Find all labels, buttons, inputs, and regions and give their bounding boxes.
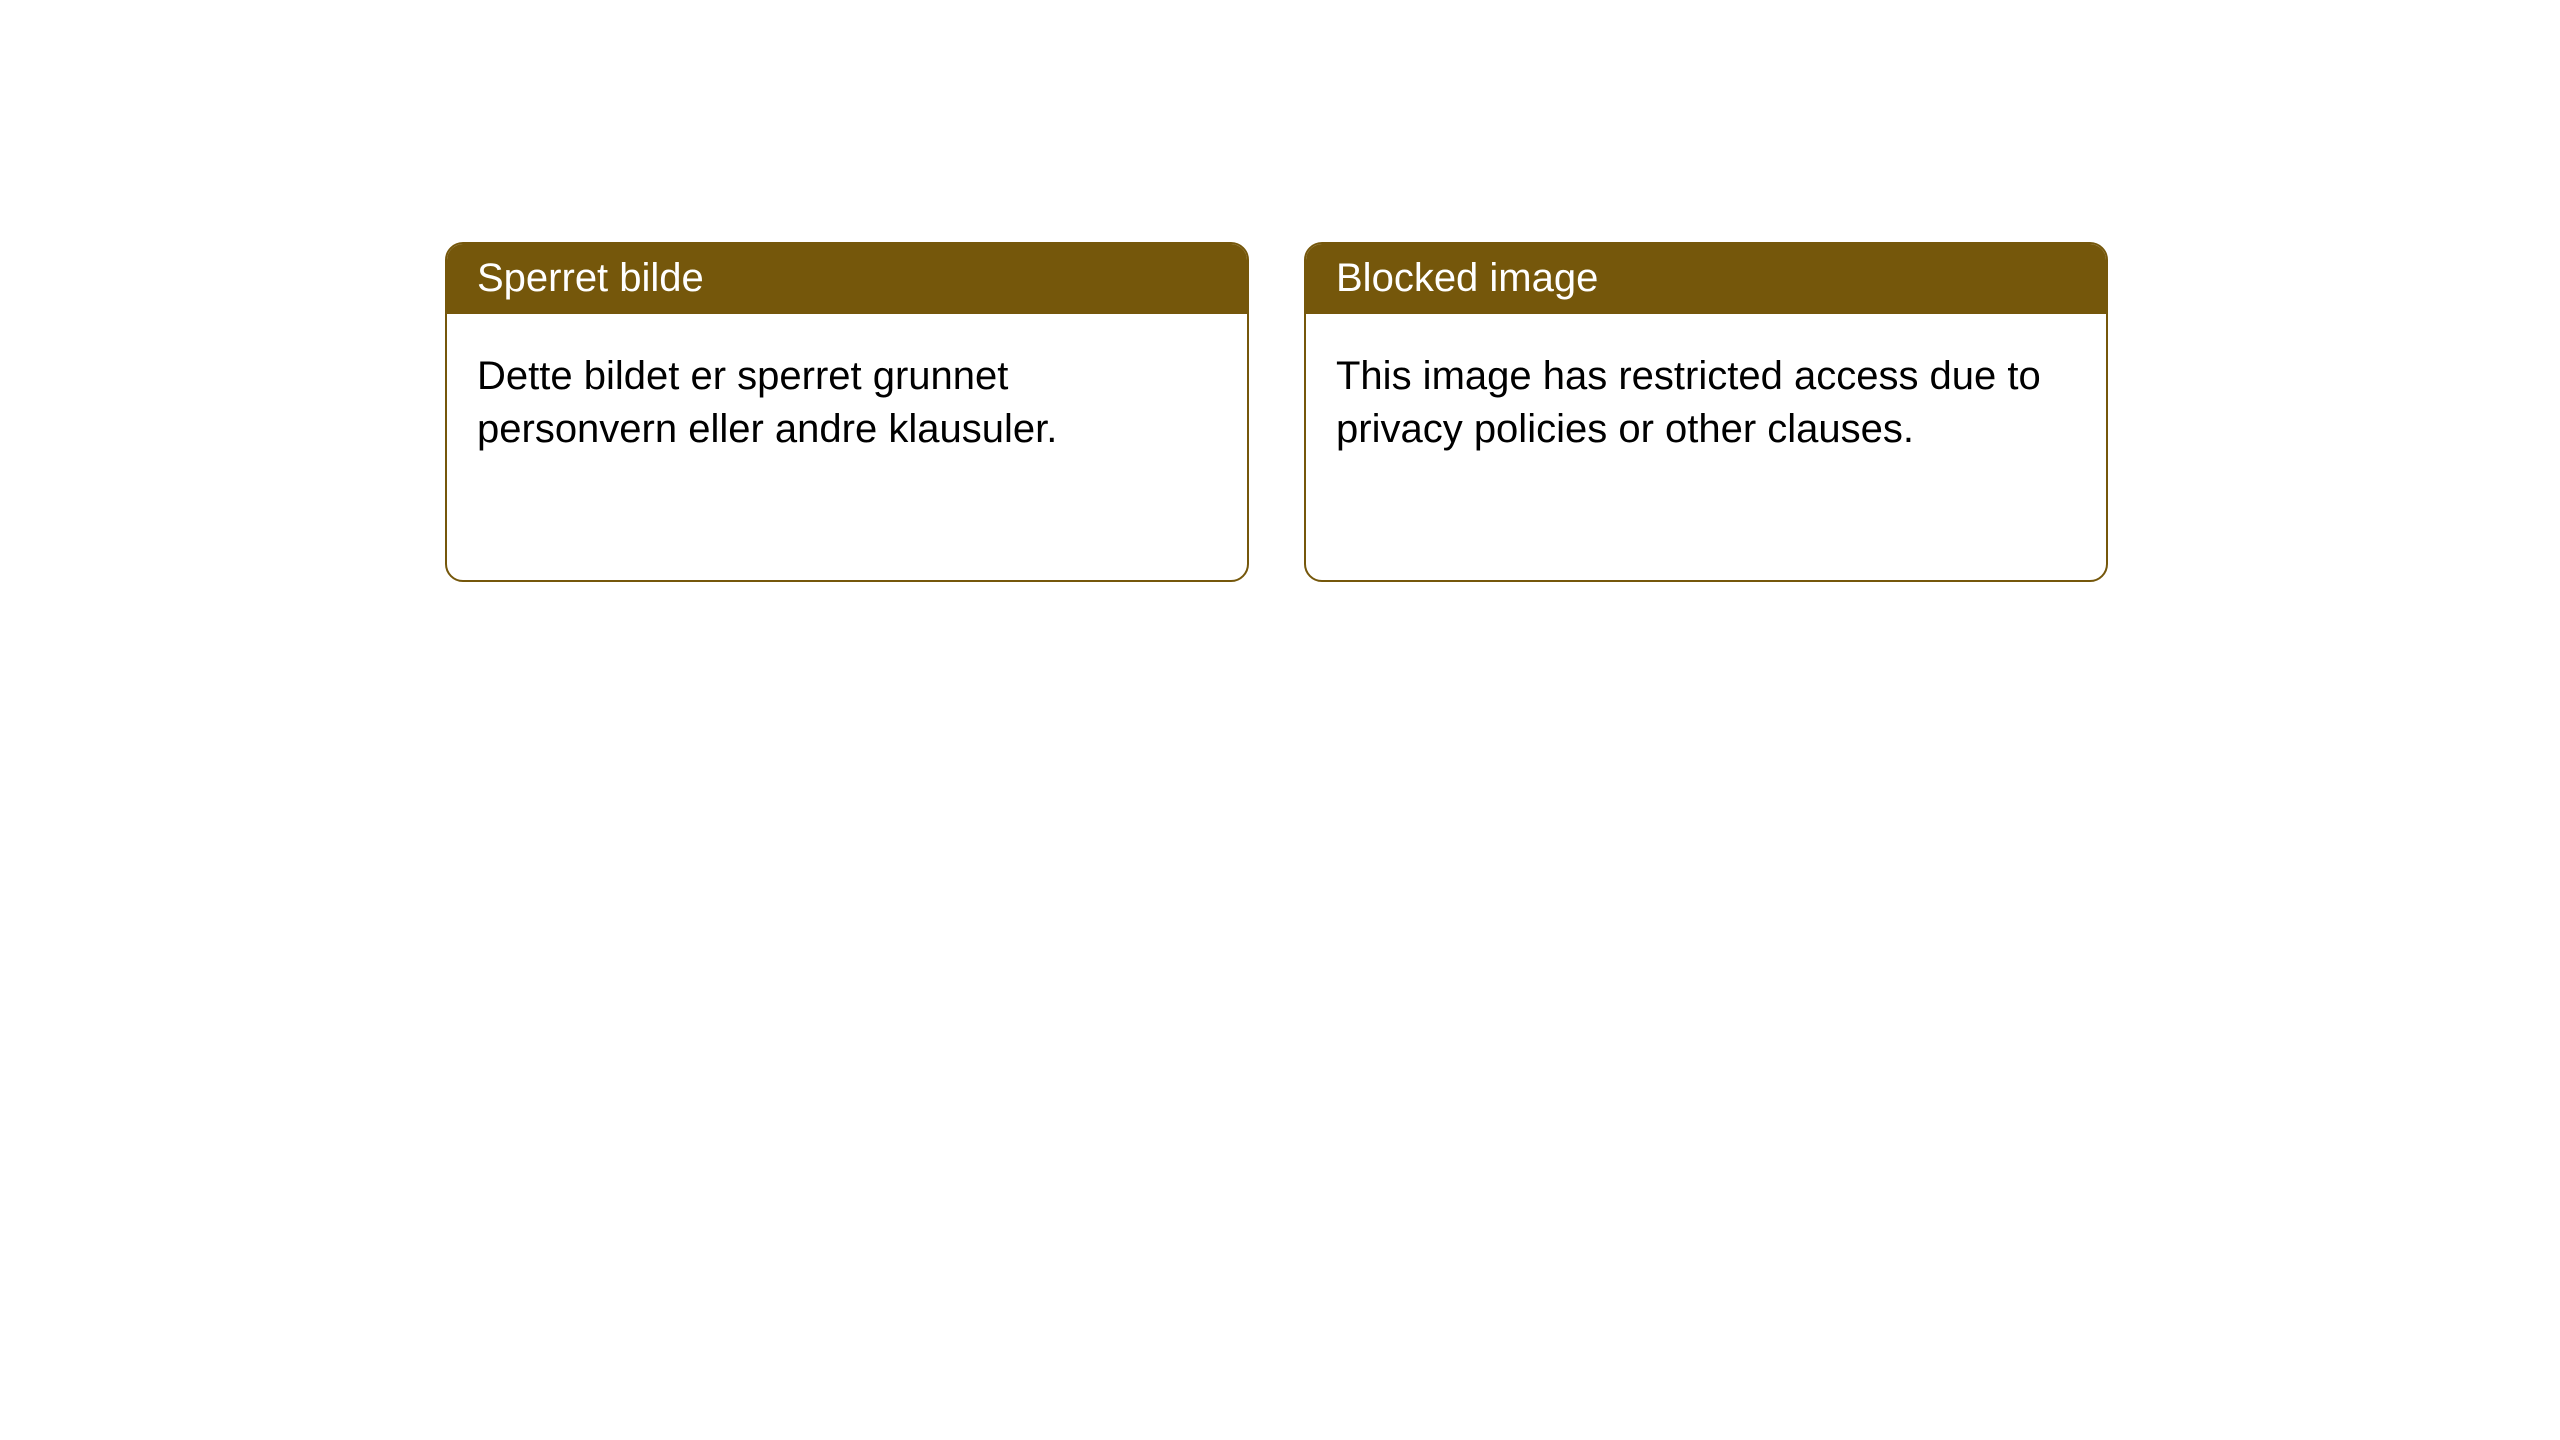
notice-card-norwegian: Sperret bilde Dette bildet er sperret gr… bbox=[445, 242, 1249, 582]
card-title: Blocked image bbox=[1306, 244, 2106, 314]
notice-card-english: Blocked image This image has restricted … bbox=[1304, 242, 2108, 582]
card-body: Dette bildet er sperret grunnet personve… bbox=[447, 314, 1247, 492]
card-body: This image has restricted access due to … bbox=[1306, 314, 2106, 492]
card-title: Sperret bilde bbox=[447, 244, 1247, 314]
notice-cards-container: Sperret bilde Dette bildet er sperret gr… bbox=[445, 242, 2108, 582]
